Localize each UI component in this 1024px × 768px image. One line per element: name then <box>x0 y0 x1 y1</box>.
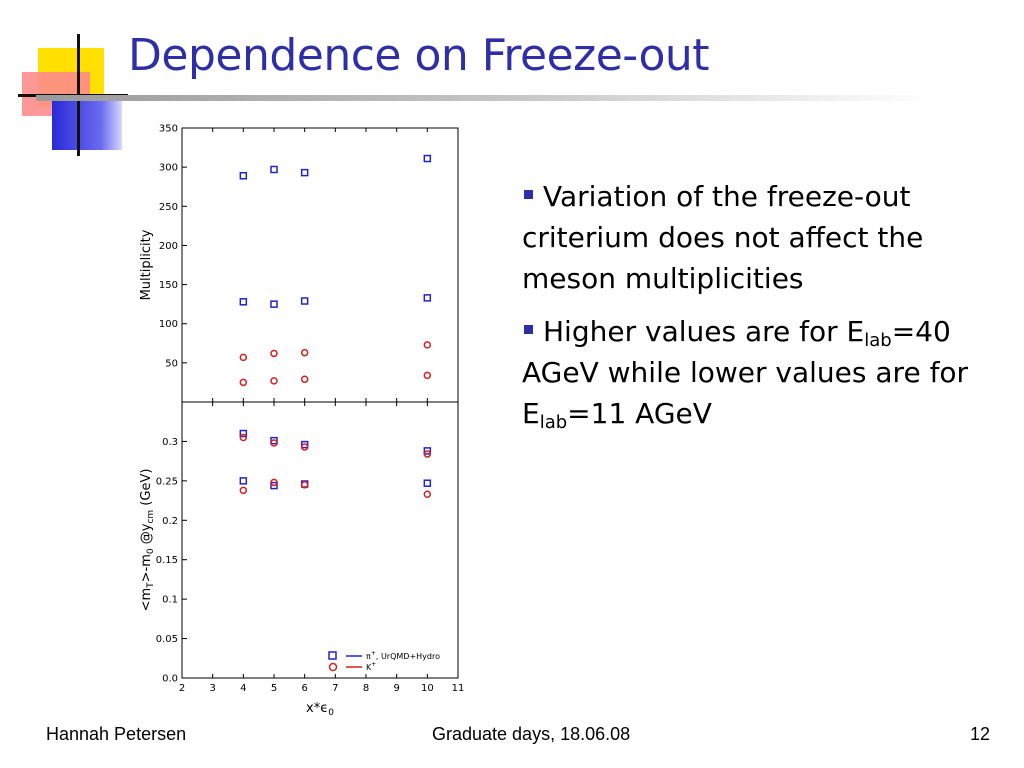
y-tick-label: 150 <box>159 280 178 291</box>
footer-author: Hannah Petersen <box>46 724 187 744</box>
top-panel-frame <box>181 127 459 403</box>
x-tick-label: 11 <box>452 683 465 694</box>
footer-event: Graduate days, 18.06.08 <box>432 724 631 744</box>
y-tick-label: 0.25 <box>156 476 178 487</box>
x-tick-label: 6 <box>301 683 307 694</box>
y-tick-label: 0.05 <box>156 634 178 645</box>
legend: π+, UrQMD+Hydro K+ <box>328 650 440 672</box>
bullet-square-icon <box>524 325 533 334</box>
pion-data-point <box>270 436 278 445</box>
pion-data-point <box>423 294 432 302</box>
bottom-y-axis-label: <mT>-m0 @ycm (GeV) <box>139 469 156 612</box>
x-tick-label: 10 <box>421 683 434 694</box>
kaon-data-point <box>270 439 278 447</box>
bullet-2-post: =11 AGeV <box>567 397 712 430</box>
bullet-square-icon <box>524 190 533 199</box>
kaon-data-point <box>239 378 248 387</box>
pion-data-point <box>423 479 432 487</box>
y-tick-label: 0.15 <box>156 555 178 566</box>
pion-data-point <box>423 154 432 163</box>
pion-data-point <box>239 172 248 180</box>
legend-pion-marker <box>328 651 337 660</box>
pion-data-point <box>270 165 278 174</box>
y-tick-label: 50 <box>165 358 178 369</box>
x-tick-label: 5 <box>271 683 277 694</box>
bullet-2-sub2: lab <box>539 412 568 433</box>
pion-data-point <box>300 297 309 305</box>
y-tick-label: 350 <box>159 124 178 135</box>
bullet-item-2: Higher values are for Elab=40 AGeV while… <box>522 311 982 434</box>
kaon-data-point <box>239 353 248 362</box>
kaon-data-point <box>270 478 278 487</box>
kaon-data-point <box>300 375 309 384</box>
pion-data-point <box>300 168 309 177</box>
y-tick-label: 250 <box>159 202 178 213</box>
bottom-panel-frame <box>181 401 459 679</box>
y-tick-label: 100 <box>159 319 178 330</box>
x-tick-label: 7 <box>332 683 338 694</box>
kaon-data-point <box>423 371 432 380</box>
pion-data-point <box>300 440 309 449</box>
kaon-data-point <box>423 341 432 349</box>
legend-kaon-marker <box>328 662 338 672</box>
bullet-2-pre: Higher values are for E <box>543 315 865 348</box>
y-tick-label: 200 <box>159 241 178 252</box>
kaon-data-point <box>239 433 248 442</box>
x-axis-label: x*ϵ0 <box>306 701 334 718</box>
x-tick-label: 4 <box>240 683 246 694</box>
bullet-2-sub1: lab <box>864 330 892 351</box>
legend-kaon-label: K+ <box>366 661 376 672</box>
bullet-list: Variation of the freeze-out criterium do… <box>522 176 982 446</box>
pion-data-point <box>239 298 248 306</box>
freeze-out-chart: 50 100 150 200 250 300 350 0.0 0.05 0.1 0.15 0.2 0.2… <box>139 124 465 719</box>
title-underline <box>36 95 936 101</box>
pion-data-point <box>239 429 248 438</box>
bullet-item-1: Variation of the freeze-out criterium do… <box>522 176 982 299</box>
pion-data-point <box>239 477 248 485</box>
legend-pion-label: π+, UrQMD+Hydro <box>366 650 440 661</box>
x-tick-label: 8 <box>363 683 369 694</box>
kaon-data-point <box>300 443 309 451</box>
bullet-1-text: Variation of the freeze-out criterium do… <box>522 180 924 295</box>
x-tick-label: 9 <box>393 683 399 694</box>
x-tick-label: 2 <box>179 683 185 694</box>
y-tick-label: 300 <box>159 163 178 174</box>
top-y-axis-label: Multiplicity <box>139 229 154 300</box>
bullet-2-mid: =40 AGeV while lower values are for E <box>522 315 969 430</box>
kaon-data-point <box>300 481 309 489</box>
y-tick-label: 0.3 <box>162 437 178 448</box>
deco-blue-square <box>52 100 122 150</box>
y-tick-label: 0.1 <box>162 595 178 606</box>
y-tick-label: 0.2 <box>162 516 178 527</box>
kaon-data-point <box>423 490 432 499</box>
kaon-data-point <box>270 377 278 385</box>
y-tick-label: 0.0 <box>162 674 178 685</box>
pion-data-point <box>270 481 278 490</box>
kaon-data-point <box>239 486 248 495</box>
x-tick-label: 3 <box>209 683 215 694</box>
pion-data-point <box>270 300 278 308</box>
footer-page-number: 12 <box>969 724 990 744</box>
pion-data-point <box>423 447 432 455</box>
slide-title: Dependence on Freeze-out <box>128 30 710 81</box>
kaon-data-point <box>270 349 278 358</box>
kaon-data-point <box>423 450 432 458</box>
kaon-data-point <box>300 348 309 357</box>
